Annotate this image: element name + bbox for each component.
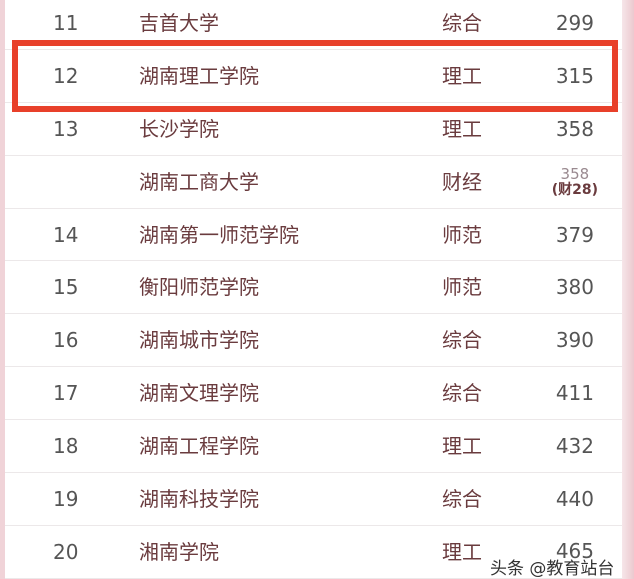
cell-type: 理工 (442, 116, 482, 141)
table-row: 19 湖南科技学院 综合 440 (5, 473, 622, 526)
cell-rank: 20 (53, 539, 79, 564)
table-row: 20 湘南学院 理工 465 (5, 526, 622, 579)
cell-score: 379 (555, 222, 594, 247)
table-row: 12 湖南理工学院 理工 315 (5, 50, 622, 103)
cell-name: 长沙学院 (139, 116, 219, 141)
cell-type: 综合 (442, 381, 482, 406)
table-row: 17 湖南文理学院 综合 411 (5, 367, 622, 421)
cell-rank: 12 (53, 63, 79, 88)
cell-name: 吉首大学 (139, 10, 219, 35)
cell-type: 师范 (442, 275, 482, 300)
cell-name: 湖南工商大学 (139, 169, 259, 194)
cell-name: 湖南第一师范学院 (139, 222, 299, 247)
cell-type: 师范 (442, 222, 482, 247)
cell-type: 理工 (442, 63, 482, 88)
cell-rank: 17 (53, 381, 79, 406)
cell-score: 358 (财28) (552, 166, 598, 198)
table-row: 14 湖南第一师范学院 师范 379 (5, 209, 622, 262)
cell-rank: 18 (53, 434, 79, 459)
cell-type: 理工 (442, 434, 482, 459)
cell-rank: 13 (53, 116, 79, 141)
cell-name: 湘南学院 (139, 539, 219, 564)
cell-name: 衡阳师范学院 (139, 275, 259, 300)
cell-type: 综合 (442, 328, 482, 353)
cell-name: 湖南工程学院 (139, 434, 259, 459)
watermark: 头条 @教育站台 (490, 559, 615, 579)
score-value: 358 (560, 164, 590, 183)
left-border (0, 0, 5, 579)
cell-score: 358 (555, 116, 594, 141)
cell-score: 465 (555, 538, 594, 563)
highlight-box (12, 40, 618, 112)
cell-type: 财经 (442, 169, 482, 194)
cell-score: 380 (555, 275, 594, 300)
score-note: (财28) (551, 181, 598, 198)
cell-score: 432 (555, 434, 594, 459)
cell-rank: 11 (53, 10, 79, 35)
cell-score: 315 (555, 63, 594, 88)
cell-type: 综合 (442, 10, 482, 35)
table-row: 湖南工商大学 财经 358 (财28) (5, 156, 622, 209)
cell-name: 湖南科技学院 (139, 486, 259, 511)
cell-score: 299 (555, 10, 594, 35)
cell-rank: 15 (53, 275, 79, 300)
cell-score: 411 (555, 381, 594, 406)
cell-name: 湖南文理学院 (139, 381, 259, 406)
cell-score: 440 (555, 486, 594, 511)
table-row: 13 长沙学院 理工 358 (5, 103, 622, 156)
table-row: 11 吉首大学 综合 299 (5, 0, 622, 50)
table-row: 16 湖南城市学院 综合 390 (5, 314, 622, 368)
cell-type: 理工 (442, 539, 482, 564)
cell-rank: 14 (53, 222, 79, 247)
cell-name: 湖南理工学院 (139, 63, 259, 88)
cell-rank: 16 (53, 328, 79, 353)
ranking-table: 11 吉首大学 综合 299 12 湖南理工学院 理工 315 13 长沙学院 理工 358 湖南工商大… (5, 0, 622, 579)
table-row: 18 湖南工程学院 理工 432 (5, 420, 622, 474)
cell-name: 湖南城市学院 (139, 328, 259, 353)
cell-type: 综合 (442, 486, 482, 511)
cell-score: 390 (555, 328, 594, 353)
cell-rank: 19 (53, 486, 79, 511)
right-border (622, 0, 634, 579)
table-row: 15 衡阳师范学院 师范 380 (5, 261, 622, 315)
